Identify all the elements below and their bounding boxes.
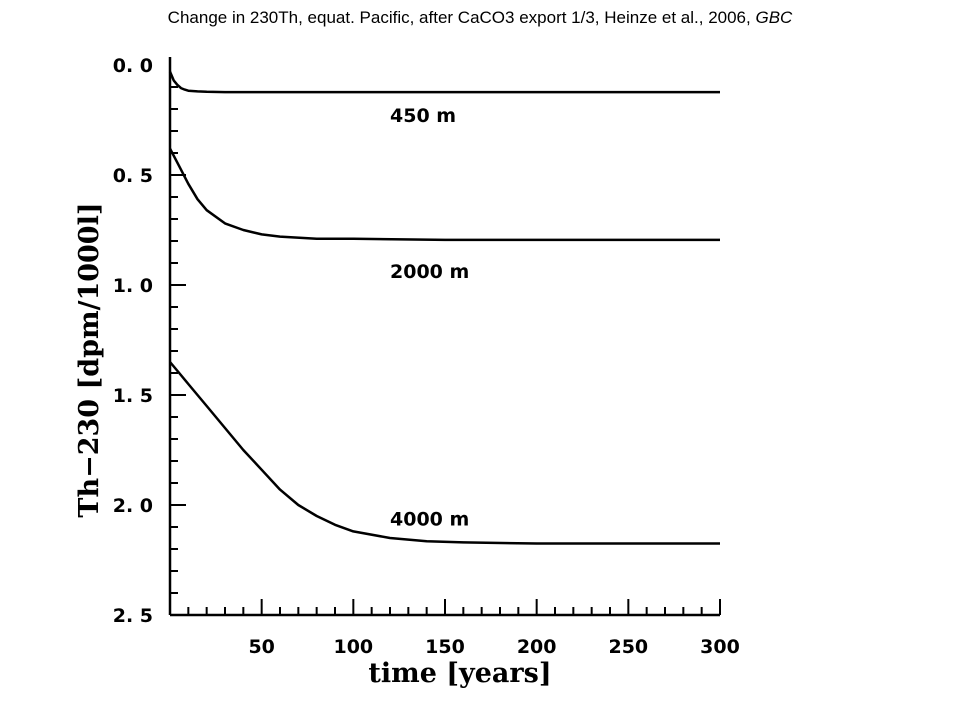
series-line [168,148,720,242]
x-axis-label: time [years] [368,658,551,689]
x-tick-label: 100 [333,636,373,658]
y-tick-label: 2. 0 [113,495,153,517]
chart-ticks [170,86,721,616]
chart-series-labels: 450 m 2000 m 4000 m [390,105,469,530]
series-line [169,361,720,545]
series-label: 4000 m [390,509,469,531]
y-tick-label: 2. 5 [113,605,153,627]
chart-series-lines [168,71,720,545]
x-tick-label: 200 [517,636,557,658]
chart-title: Change in 230Th, equat. Pacific, after C… [0,8,960,28]
y-tick-label: 1. 0 [113,275,153,297]
series-label: 450 m [390,105,456,127]
chart-title-main: Change in 230Th, equat. Pacific, after C… [167,8,751,27]
chart-tick-labels: 50 100 150 200 250 300 0. 0 0. 5 1. 0 1. 5 2. 0 2. … [113,55,740,658]
series-label: 2000 m [390,261,469,283]
chart-axes [168,57,720,617]
chart-title-journal: GBC [755,8,793,27]
x-tick-label: 300 [700,636,740,658]
x-tick-label: 50 [248,636,274,658]
y-tick-label: 0. 0 [113,55,153,77]
y-axis-label: Th−230 [dpm/1000l] [74,202,105,517]
x-tick-label: 250 [608,636,648,658]
y-tick-label: 1. 5 [113,385,153,407]
series-line [168,71,720,94]
y-tick-label: 0. 5 [113,165,153,187]
x-tick-label: 150 [425,636,465,658]
